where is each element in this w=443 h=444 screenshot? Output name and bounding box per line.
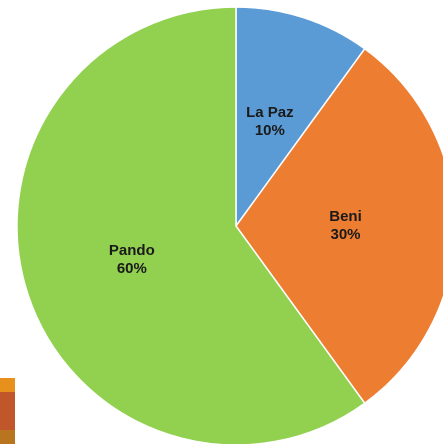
slice-label: Pando xyxy=(109,242,155,259)
slice-value: 30% xyxy=(330,226,360,243)
decor xyxy=(0,392,15,430)
slice-label: Beni xyxy=(329,208,362,225)
slice-value: 10% xyxy=(255,122,285,139)
decor xyxy=(0,378,15,392)
pie-slice xyxy=(16,6,366,444)
pie-slice xyxy=(235,6,366,229)
pie-slice xyxy=(235,47,443,405)
slice-label: La Paz xyxy=(246,104,294,121)
slice-value: 60% xyxy=(117,260,147,277)
pie xyxy=(16,6,443,444)
decor xyxy=(0,430,15,444)
